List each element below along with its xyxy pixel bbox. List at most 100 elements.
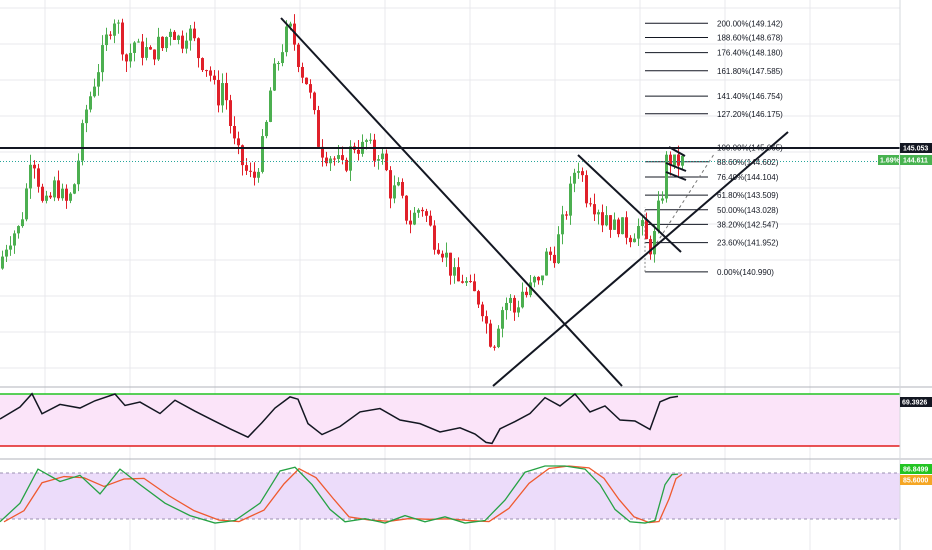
candle-body	[501, 310, 504, 329]
candle	[121, 18, 124, 61]
candle	[369, 133, 372, 144]
candle	[125, 53, 128, 72]
stochastic-panel	[0, 473, 900, 519]
candle-body	[301, 66, 304, 78]
candle-body	[21, 219, 24, 227]
candle	[405, 195, 408, 225]
candle-body	[249, 170, 252, 172]
candle-body	[25, 188, 28, 220]
candle-body	[369, 139, 372, 141]
candle-body	[621, 217, 624, 235]
candle	[317, 105, 320, 148]
candle	[313, 91, 316, 115]
candle	[185, 32, 188, 54]
candle-body	[273, 63, 276, 91]
candle-body	[189, 28, 192, 41]
candle-body	[537, 276, 540, 281]
candle	[381, 147, 384, 165]
candle	[177, 34, 180, 45]
candle	[21, 212, 24, 228]
candle	[461, 274, 464, 284]
candle	[153, 49, 156, 66]
candle	[85, 104, 88, 133]
candle	[601, 204, 604, 233]
fib-level-label: 200.00%(149.142)	[717, 19, 783, 28]
candle	[269, 87, 272, 123]
candle-body	[117, 22, 120, 24]
fib-level-label: 76.40%(144.104)	[717, 173, 779, 182]
svg-text:144.611: 144.611	[903, 158, 928, 165]
candle-body	[517, 307, 520, 313]
candle-body	[565, 214, 568, 216]
candle	[25, 183, 28, 222]
candle-body	[345, 159, 348, 171]
candle	[345, 157, 348, 173]
candle	[417, 208, 420, 218]
candle-body	[549, 251, 552, 255]
candle	[301, 62, 304, 84]
candle	[129, 43, 132, 68]
candle	[513, 295, 516, 321]
candle-body	[33, 164, 36, 169]
candle-body	[341, 155, 344, 160]
candle	[477, 289, 480, 308]
candle-body	[5, 249, 8, 257]
candle	[549, 246, 552, 261]
candle-body	[241, 145, 244, 166]
candle-body	[157, 36, 160, 60]
fib-level-label: 0.00%(140.990)	[717, 268, 774, 277]
stochastic-indicator	[0, 465, 900, 524]
candle-body	[449, 252, 452, 276]
candle-body	[213, 75, 216, 80]
candle-body	[497, 328, 500, 348]
candle	[521, 282, 524, 309]
candle-body	[665, 154, 668, 199]
candle-body	[337, 155, 340, 159]
candle-body	[677, 154, 680, 166]
candle	[429, 210, 432, 227]
candle	[213, 70, 216, 85]
candle-body	[429, 215, 432, 226]
candle-body	[61, 188, 64, 199]
candle	[141, 33, 144, 66]
candle-body	[121, 22, 124, 55]
candle-body	[673, 154, 676, 166]
candle	[281, 44, 284, 67]
candle-body	[165, 37, 168, 49]
stoch-k-badge: 86.8499	[900, 464, 932, 474]
candle-body	[481, 304, 484, 317]
candle-body	[173, 31, 176, 40]
candle	[605, 206, 608, 227]
candle-body	[69, 193, 72, 201]
candle	[457, 257, 460, 282]
candle-body	[253, 171, 256, 178]
candle	[597, 209, 600, 225]
candle	[385, 149, 388, 172]
candle	[593, 193, 596, 221]
candle	[97, 63, 100, 96]
candle-body	[53, 180, 56, 198]
candle-body	[181, 35, 184, 49]
candle-body	[529, 282, 532, 296]
candle	[53, 176, 56, 202]
candle-body	[113, 23, 116, 36]
candle	[617, 217, 620, 238]
change-percent-badge: 1.69%	[878, 155, 901, 165]
candle	[133, 41, 136, 62]
candle	[5, 244, 8, 262]
candle-body	[377, 159, 380, 161]
candle-body	[229, 100, 232, 126]
candle	[181, 30, 184, 54]
candle	[541, 275, 544, 286]
candle-body	[653, 231, 656, 255]
candle-body	[177, 35, 180, 40]
candle-body	[661, 198, 664, 201]
candle	[449, 252, 452, 285]
candle-body	[617, 219, 620, 235]
candle	[469, 274, 472, 283]
candle-body	[453, 267, 456, 276]
candle	[117, 19, 120, 34]
candle-body	[365, 140, 368, 142]
candle	[677, 145, 680, 177]
